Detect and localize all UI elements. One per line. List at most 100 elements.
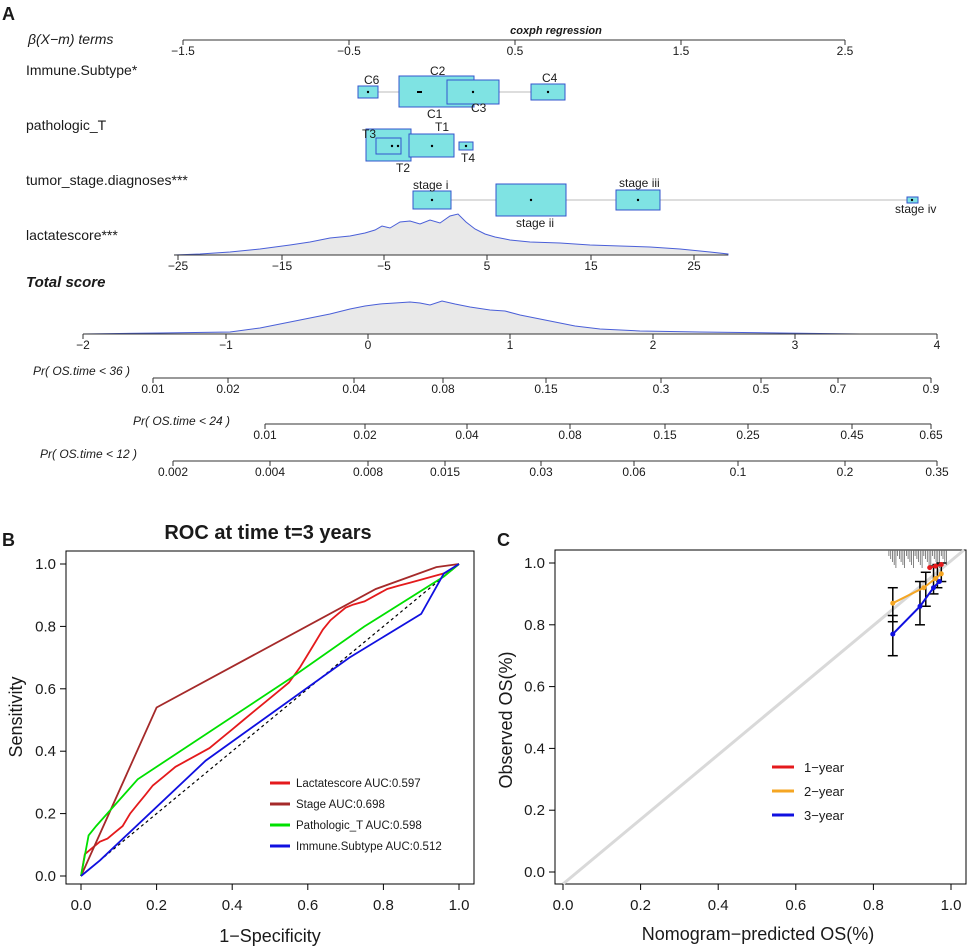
total-score-axis-tick-label: −1: [219, 338, 233, 352]
calibration-y-tick-label: 0.4: [524, 740, 545, 757]
prob36-axis-tick-label: 0.01: [141, 382, 165, 396]
roc-panel: B ROC at time t=3 years 0.0 0.2 0.4 0.6 0.8 1…: [2, 522, 475, 946]
roc-series-line-1: [80, 563, 460, 877]
prob24-label: Pr( OS.time < 24 ): [133, 414, 230, 428]
calibration-y-tick-label: 0.6: [524, 679, 545, 696]
t-label-t4: T4: [461, 151, 475, 165]
calibration-point: [890, 631, 896, 637]
prob36-axis-tick-label: 0.08: [431, 382, 455, 396]
coxph-axis-tick-label: −0.5: [337, 44, 361, 58]
lactatescore-density: [173, 213, 729, 256]
prob24-axis-tick-label: 0.65: [919, 428, 943, 442]
prob24-axis-tick-label: 0.15: [653, 428, 677, 442]
immune-point-c6: [366, 90, 370, 94]
roc-y-tick-label: 0.6: [35, 681, 56, 698]
row-label-pathologic-t: pathologic_T: [26, 117, 107, 133]
prob24-axis-tick-label: 0.25: [736, 428, 760, 442]
roc-x-tick-label: 0.4: [222, 897, 243, 914]
total-score-axis-tick-label: 2: [650, 338, 657, 352]
prob12-axis-tick-label: 0.35: [925, 465, 949, 479]
stage-point-iv: [910, 198, 914, 202]
stage-label-ii: stage ii: [516, 216, 554, 230]
lactatescore-axis-tick-label: 25: [687, 259, 701, 273]
stage-label-iv: stage iv: [895, 202, 936, 216]
roc-x-tick-label: 0.6: [297, 897, 318, 914]
prob12-axis-tick-label: 0.2: [837, 465, 854, 479]
calibration-plot-frame: [554, 549, 967, 885]
lactatescore-axis-tick-label: −5: [377, 259, 391, 273]
calibration-point: [936, 579, 942, 584]
calibration-y-tick-label: 0.0: [524, 864, 545, 881]
prob36-axis-tick-label: 0.5: [753, 382, 770, 396]
prob24-axis-tick-label: 0.02: [353, 428, 377, 442]
immune-label-c2: C2: [430, 64, 446, 78]
lactatescore-axis-tick-label: −25: [168, 259, 189, 273]
roc-x-axis-label: 1−Specificity: [219, 926, 321, 946]
roc-series-line-3: [80, 563, 460, 877]
prob36-axis-tick-label: 0.7: [830, 382, 847, 396]
t-label-t1: T1: [435, 120, 449, 134]
panel-a-label: A: [2, 4, 15, 24]
roc-y-tick-label: 0.0: [35, 868, 56, 885]
calibration-point: [917, 603, 923, 609]
calibration-y-axis-label: Observed OS(%): [496, 651, 516, 788]
t-label-t3: T3: [362, 127, 376, 141]
row-label-lactatescore: lactatescore***: [26, 227, 118, 243]
total-score-axis-tick-label: 4: [934, 338, 941, 352]
roc-legend-label: Pathologic_T AUC:0.598: [296, 820, 422, 832]
prob36-axis-tick-label: 0.3: [653, 382, 670, 396]
roc-y-tick-label: 0.4: [35, 743, 56, 760]
prob12-axis-tick-label: 0.015: [430, 465, 460, 479]
roc-y-tick-label: 1.0: [35, 556, 56, 573]
calibration-ideal-line: [562, 548, 965, 886]
calibration-series-line-1: [892, 573, 942, 605]
calibration-y-tick-label: 1.0: [524, 555, 545, 572]
immune-point-c3: [471, 90, 475, 94]
t-point-t1: [430, 144, 434, 148]
roc-legend-label: Stage AUC:0.698: [296, 799, 385, 811]
roc-y-tick-label: 0.2: [35, 806, 56, 823]
prob24-axis-tick-label: 0.04: [455, 428, 479, 442]
stage-label-iii: stage iii: [619, 176, 660, 190]
prob12-axis-tick-label: 0.03: [529, 465, 553, 479]
calibration-point: [931, 585, 936, 591]
prob12-axis-tick-label: 0.06: [622, 465, 646, 479]
roc-title: ROC at time t=3 years: [164, 522, 371, 544]
immune-point-c4: [546, 90, 550, 94]
calibration-point: [938, 571, 944, 577]
prob12-axis-tick-label: 0.008: [353, 465, 383, 479]
prob12-axis-tick-label: 0.002: [158, 465, 188, 479]
calibration-y-tick-label: 0.8: [524, 617, 545, 634]
calibration-panel: C 0.0 0.2 0.4 0.6 0.8 1.0 0.00.20.40.60.81.0 …: [496, 530, 967, 944]
stage-point-i: [430, 198, 434, 202]
row-label-tumor-stage: tumor_stage.diagnoses***: [26, 172, 188, 188]
roc-plot-frame: [65, 550, 475, 885]
calibration-point: [890, 600, 896, 606]
panel-c-label: C: [497, 530, 510, 550]
roc-legend-label: Lactatescore AUC:0.597: [296, 778, 421, 790]
roc-series-line-0: [80, 563, 460, 877]
roc-diagonal-reference: [80, 563, 460, 877]
prob36-axis-tick-label: 0.04: [342, 382, 366, 396]
prob12-axis-tick-label: 0.004: [255, 465, 285, 479]
prob12-label: Pr( OS.time < 12 ): [40, 447, 137, 461]
stage-point-iii: [636, 198, 640, 202]
immune-point-c2: [417, 91, 422, 93]
total-score-axis-tick-label: 1: [507, 338, 514, 352]
calibration-point: [933, 576, 938, 581]
roc-y-axis-label: Sensitivity: [6, 676, 26, 757]
calibration-point: [933, 563, 938, 569]
nomogram-panel: A β(X−m) terms coxph regression −1.5 −0.5…: [2, 4, 949, 479]
total-score-axis-tick-label: 3: [792, 338, 799, 352]
prob24-axis-tick-label: 0.45: [840, 428, 864, 442]
beta-terms-label: β(X−m) terms: [27, 31, 113, 47]
calibration-legend-label: 3−year: [804, 808, 845, 823]
t-point-t3: [390, 144, 394, 148]
calibration-series-line-2: [892, 580, 941, 635]
total-score-axis-tick-label: 0: [365, 338, 372, 352]
stage-point-ii: [529, 198, 533, 202]
prob36-axis-tick-label: 0.9: [923, 382, 940, 396]
prob12-axis-tick-label: 0.1: [730, 465, 747, 479]
calibration-x-axis-label: Nomogram−predicted OS(%): [642, 924, 875, 944]
calibration-y-tick-label: 0.2: [524, 802, 545, 819]
